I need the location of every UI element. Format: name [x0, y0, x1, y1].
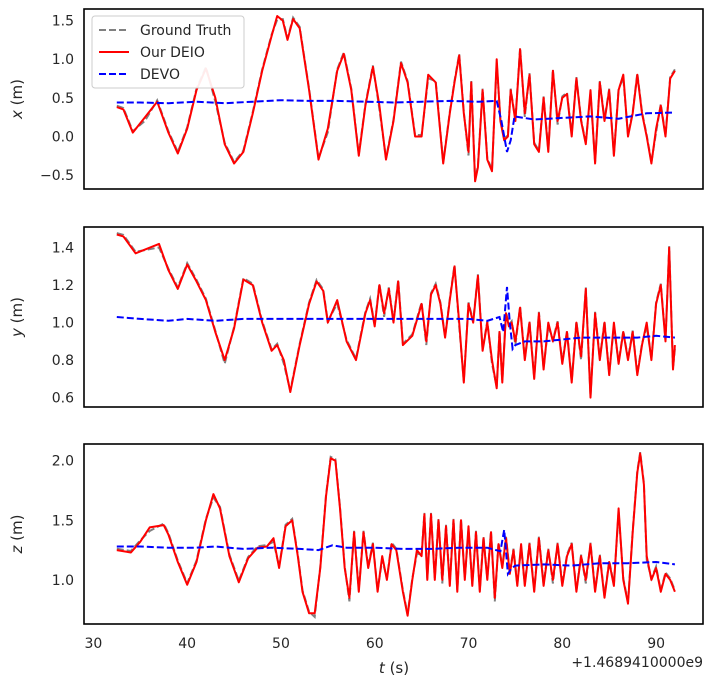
- xtick-label: 90: [647, 636, 665, 652]
- y-axis-label-unit-x: (m): [8, 79, 26, 110]
- y-axis-label-unit-z: (m): [8, 515, 26, 546]
- legend-frame: [91, 15, 245, 89]
- x-axis: 30 40 50 60 70 80 90: [84, 636, 665, 652]
- y-axis-label-var-x: x: [8, 110, 26, 120]
- ytick-label-y: 1.0: [52, 316, 74, 332]
- legend-label-ground-truth: Ground Truth: [140, 23, 231, 39]
- xtick-label: 30: [84, 636, 102, 652]
- ytick-label-x: 0.0: [52, 129, 74, 145]
- series-devo-x: [116, 99, 675, 153]
- ytick-label-x: 0.5: [52, 91, 74, 107]
- panel-z: 1.0 1.5 2.0 z (m): [8, 443, 704, 625]
- series-our-deio-x: [116, 15, 676, 183]
- panel-x: −0.5 0.0 0.5 1.0 1.5 x (m): [8, 8, 704, 190]
- ytick-label-z: 1.5: [52, 513, 74, 529]
- legend-label-devo: DEVO: [140, 67, 180, 83]
- ytick-label-y: 0.6: [52, 391, 74, 407]
- panel-frame-z: [83, 443, 704, 625]
- ytick-label-z: 2.0: [52, 454, 74, 470]
- xtick-label: 40: [178, 636, 196, 652]
- y-axis-label-var-z: z: [8, 544, 26, 554]
- xtick-label: 60: [366, 636, 384, 652]
- legend: Ground Truth Our DEIO DEVO: [91, 15, 245, 89]
- series-devo-y: [116, 286, 675, 352]
- series-our-deio-y: [116, 233, 676, 399]
- series-our-deio-z: [116, 452, 676, 617]
- x-offset-label: +1.4689410000e9: [571, 655, 703, 671]
- x-axis-label-var: t: [379, 659, 386, 677]
- xtick-label: 50: [272, 636, 290, 652]
- xtick-label: 80: [553, 636, 571, 652]
- y-axis-label-unit-y: (m): [8, 297, 26, 328]
- xtick-label: 70: [460, 636, 478, 652]
- series-devo-z: [116, 529, 676, 577]
- ytick-label-z: 1.0: [52, 573, 74, 589]
- y-axis-label-var-y: y: [8, 327, 26, 338]
- ytick-label-x: 1.0: [52, 52, 74, 68]
- legend-label-our-deio: Our DEIO: [140, 45, 205, 61]
- ytick-label-y: 0.8: [52, 353, 74, 369]
- panel-y: 0.6 0.8 1.0 1.2 1.4 y (m): [8, 226, 704, 408]
- y-axis-label-x: x (m): [8, 79, 26, 120]
- ytick-label-x: −0.5: [40, 168, 74, 184]
- panel-frame-x: [83, 8, 704, 190]
- panel-frame-y: [83, 226, 704, 408]
- x-axis-label-unit: (s): [385, 659, 409, 677]
- ytick-label-y: 1.4: [52, 241, 74, 257]
- ytick-label-y: 1.2: [52, 278, 74, 294]
- y-axis-label-y: y (m): [8, 297, 26, 338]
- series-ground-truth-z: [116, 451, 676, 619]
- x-axis-label: t (s): [379, 659, 409, 677]
- ytick-label-x: 1.5: [52, 14, 74, 30]
- y-axis-label-z: z (m): [8, 515, 26, 555]
